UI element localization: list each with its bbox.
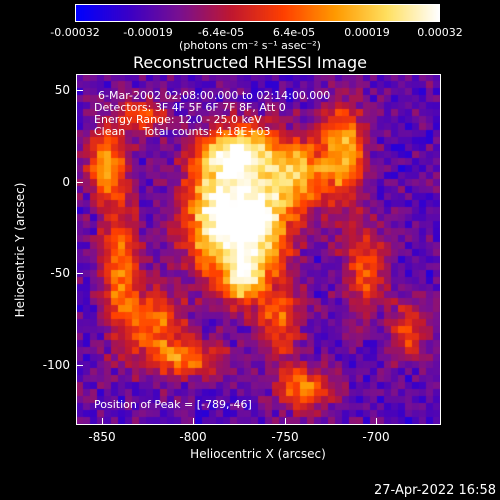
- x-tick-label: -800: [179, 430, 207, 444]
- x-tick-mark: [376, 418, 377, 425]
- x-tick-label: -700: [362, 430, 390, 444]
- y-tick-label: 50: [54, 83, 70, 97]
- x-tick-mark: [285, 418, 286, 425]
- plot-title: Reconstructed RHESSI Image: [133, 53, 367, 72]
- colorbar-tick-label: 0.00032: [417, 26, 463, 39]
- x-tick-mark: [102, 418, 103, 425]
- x-tick-mark: [193, 418, 194, 425]
- heatmap-image: [76, 74, 441, 425]
- colorbar: [75, 4, 440, 22]
- y-tick-label: 0: [62, 175, 70, 189]
- peak-position: Position of Peak = [-789,-46]: [94, 398, 252, 411]
- x-axis-label: Heliocentric X (arcsec): [190, 447, 326, 461]
- x-tick-label: -850: [88, 430, 116, 444]
- y-tick-mark: [76, 365, 83, 366]
- y-tick-mark: [76, 273, 83, 274]
- colorbar-tick-label: -0.00032: [50, 26, 100, 39]
- colorbar-tick-label: -6.4e-05: [197, 26, 245, 39]
- colorbar-units: (photons cm⁻² s⁻¹ asec⁻²): [179, 39, 321, 52]
- colorbar-tick-label: 0.00019: [344, 26, 390, 39]
- y-tick-mark: [76, 182, 83, 183]
- render-timestamp: 27-Apr-2022 16:58: [374, 483, 496, 498]
- y-tick-mark: [76, 90, 83, 91]
- y-axis-label: Heliocentric Y (arcsec): [13, 182, 27, 318]
- info-energy-range: Energy Range: 12.0 - 25.0 keV: [94, 113, 262, 126]
- y-tick-label: -100: [42, 358, 70, 372]
- colorbar-tick-label: 6.4e-05: [272, 26, 316, 39]
- colorbar-tick-label: -0.00019: [123, 26, 173, 39]
- x-tick-label: -750: [271, 430, 299, 444]
- y-tick-label: -50: [50, 266, 70, 280]
- info-detectors: Detectors: 3F 4F 5F 6F 7F 8F, Att 0: [94, 101, 286, 114]
- info-total-counts: Clean Total counts: 4.18E+03: [94, 125, 271, 138]
- info-time-range: 6-Mar-2002 02:08:00.000 to 02:14:00.000: [98, 89, 331, 102]
